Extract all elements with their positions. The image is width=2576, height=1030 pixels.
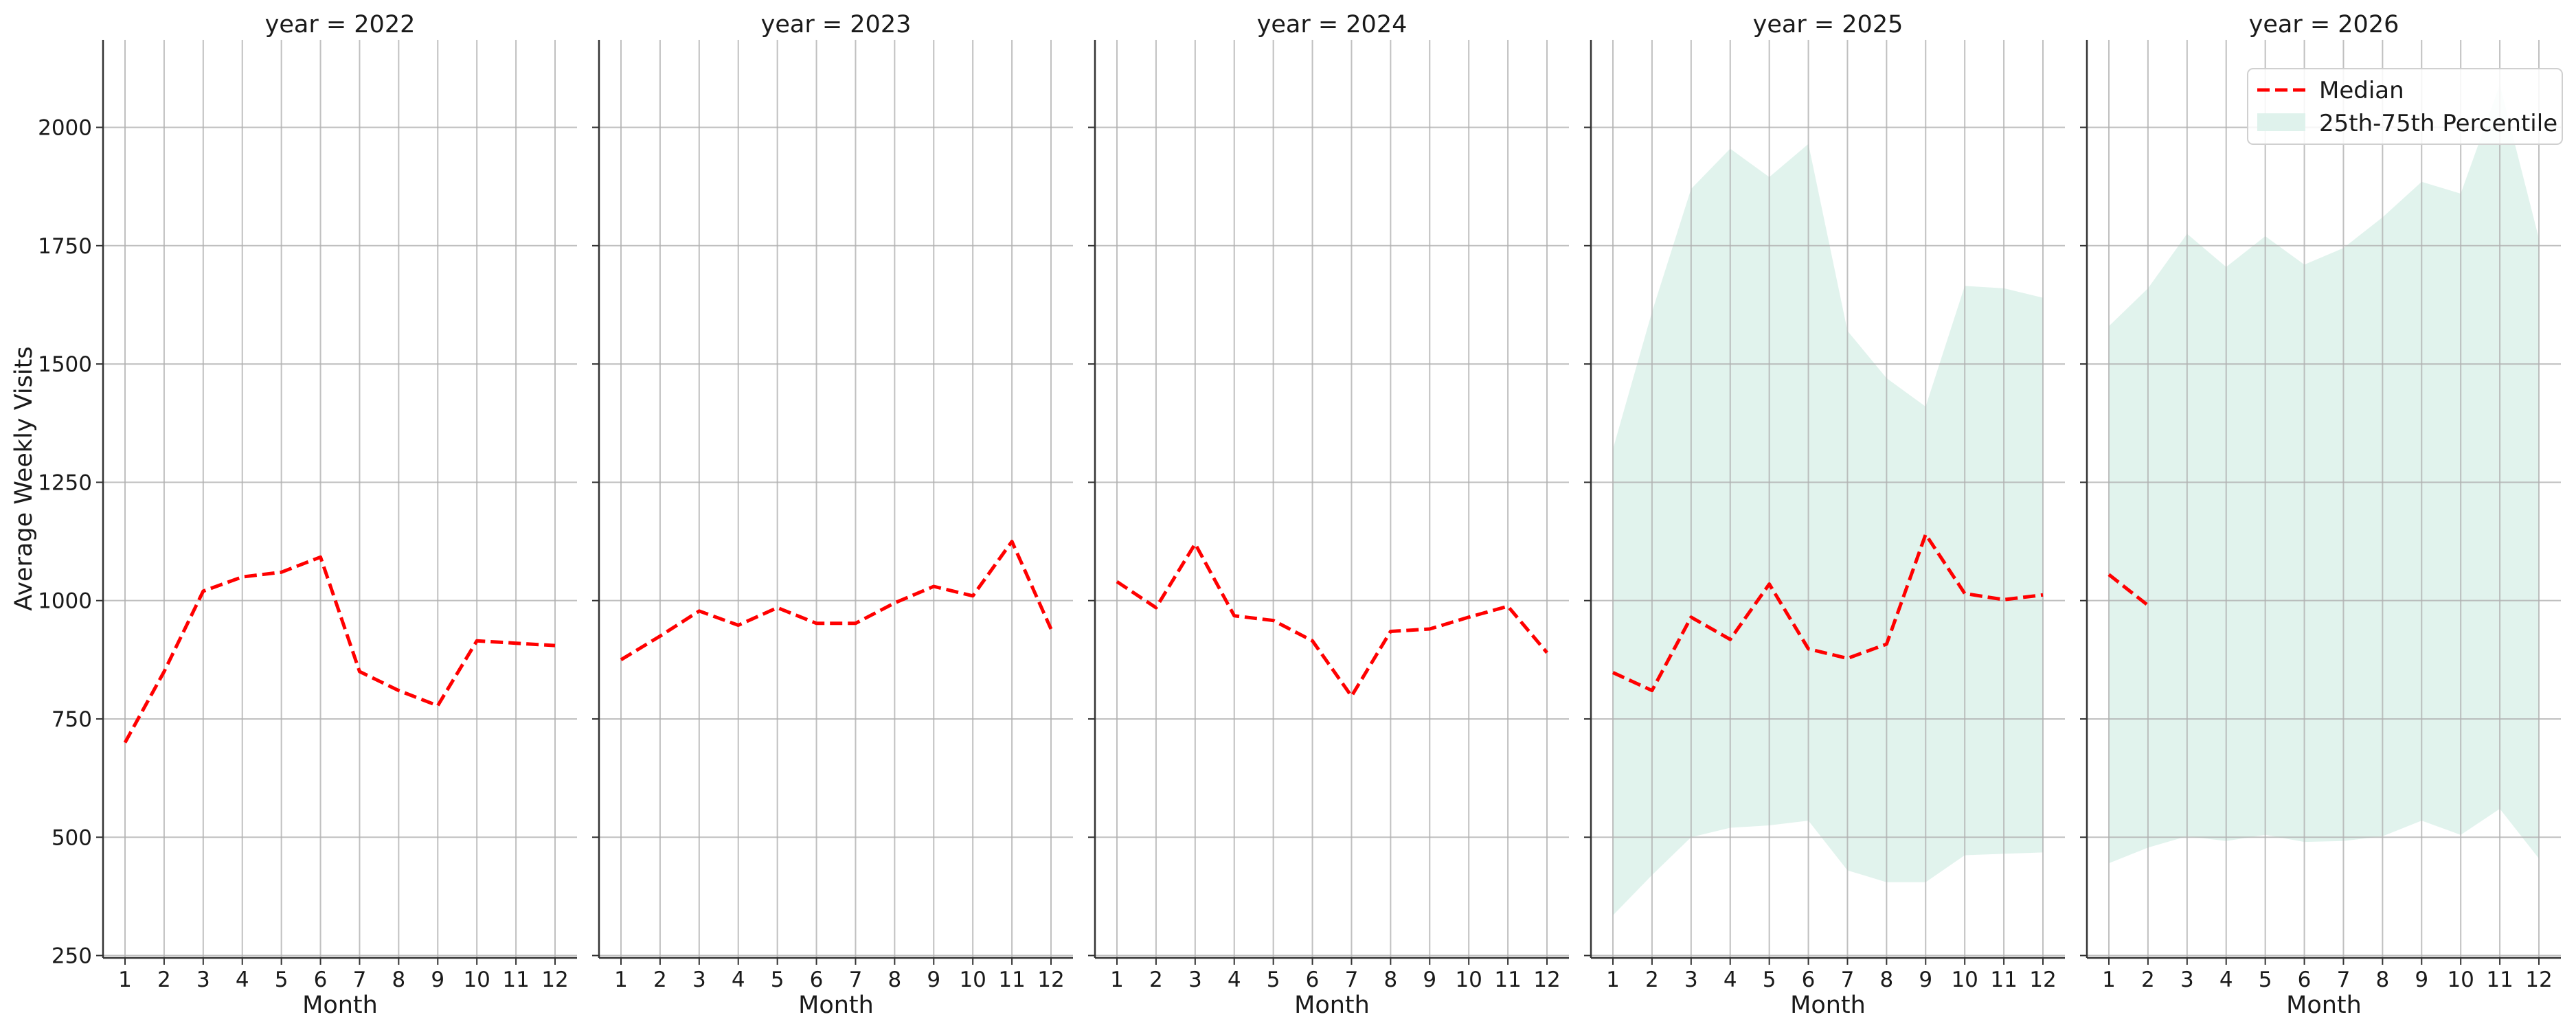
- x-tick-label: 5: [275, 968, 289, 992]
- x-tick-label: 8: [2375, 968, 2389, 992]
- y-tick-label: 1000: [38, 589, 92, 614]
- x-tick-label: 8: [1879, 968, 1893, 992]
- x-tick-label: 12: [1533, 968, 1560, 992]
- x-tick-label: 8: [1383, 968, 1397, 992]
- panel-title: year = 2026: [2249, 11, 2399, 38]
- x-tick-label: 7: [353, 968, 367, 992]
- legend-band-label: 25th-75th Percentile: [2319, 110, 2557, 137]
- x-axis-title: Month: [1294, 992, 1370, 1019]
- median-line: [1116, 542, 1548, 698]
- x-tick-label: 7: [2337, 968, 2351, 992]
- legend-band-swatch: [2257, 113, 2305, 131]
- percentile-band: [2109, 84, 2539, 864]
- x-tick-label: 4: [2219, 968, 2233, 992]
- x-tick-label: 4: [1228, 968, 1241, 992]
- x-tick-label: 12: [2525, 968, 2552, 992]
- x-tick-label: 6: [2298, 968, 2312, 992]
- y-axis-title: Average Weekly Visits: [10, 346, 38, 610]
- percentile-band: [1613, 144, 2043, 915]
- x-tick-label: 1: [1606, 968, 1620, 992]
- x-tick-label: 4: [732, 968, 745, 992]
- y-tick-label: 2000: [38, 115, 92, 140]
- y-tick-label: 1500: [38, 352, 92, 377]
- x-axis-title: Month: [798, 992, 874, 1019]
- panel-title: year = 2023: [761, 11, 912, 38]
- x-tick-label: 6: [1306, 968, 1320, 992]
- x-tick-label: 5: [2259, 968, 2272, 992]
- x-tick-label: 12: [541, 968, 568, 992]
- x-tick-label: 12: [2029, 968, 2056, 992]
- median-line: [123, 555, 556, 744]
- y-tick-label: 500: [52, 825, 92, 850]
- median-line: [2108, 573, 2149, 607]
- x-tick-label: 4: [236, 968, 249, 992]
- panel-title: year = 2024: [1257, 11, 1408, 38]
- x-tick-label: 2: [1149, 968, 1163, 992]
- chart-panels: 1 2 3 4 5 6 7 8 9 10 11 122505007501000125015001750…: [38, 11, 2561, 1019]
- x-tick-label: 10: [463, 968, 490, 992]
- x-tick-label: 6: [314, 968, 328, 992]
- x-tick-label: 9: [1919, 968, 1932, 992]
- x-tick-label: 8: [392, 968, 405, 992]
- x-tick-label: 10: [1951, 968, 1978, 992]
- x-tick-label: 10: [2447, 968, 2474, 992]
- x-tick-label: 10: [1455, 968, 1482, 992]
- x-axis-title: Month: [1790, 992, 1866, 1019]
- panel-title: year = 2025: [1753, 11, 1903, 38]
- x-tick-label: 11: [2486, 968, 2513, 992]
- x-tick-label: 6: [810, 968, 824, 992]
- x-tick-label: 3: [1684, 968, 1698, 992]
- x-tick-label: 2: [2141, 968, 2155, 992]
- x-tick-label: 12: [1037, 968, 1064, 992]
- x-tick-label: 11: [998, 968, 1025, 992]
- x-tick-label: 1: [1110, 968, 1124, 992]
- panel-title: year = 2022: [265, 11, 416, 38]
- x-tick-label: 8: [888, 968, 901, 992]
- y-tick-label: 1250: [38, 470, 92, 495]
- x-tick-label: 4: [1724, 968, 1737, 992]
- x-tick-label: 9: [1423, 968, 1436, 992]
- median-line: [1612, 532, 2044, 693]
- x-axis-title: Month: [2286, 992, 2362, 1019]
- x-tick-label: 2: [653, 968, 667, 992]
- x-tick-label: 3: [196, 968, 210, 992]
- x-tick-label: 5: [771, 968, 784, 992]
- x-tick-label: 3: [1188, 968, 1202, 992]
- x-tick-label: 9: [431, 968, 444, 992]
- x-tick-label: 2: [157, 968, 171, 992]
- panel-1: 1 2 3 4 5 6 7 8 9 10 11 122505007501000125015001750…: [38, 11, 577, 1019]
- x-tick-label: 1: [118, 968, 132, 992]
- x-tick-label: 7: [849, 968, 863, 992]
- x-tick-label: 11: [1990, 968, 2017, 992]
- y-tick-label: 1750: [38, 234, 92, 259]
- x-tick-label: 5: [1763, 968, 1776, 992]
- x-axis-title: Month: [302, 992, 378, 1019]
- y-tick-label: 750: [52, 707, 92, 732]
- x-tick-label: 3: [2180, 968, 2194, 992]
- x-tick-label: 5: [1267, 968, 1280, 992]
- x-tick-label: 9: [927, 968, 940, 992]
- legend-box: [2247, 68, 2563, 145]
- x-tick-label: 11: [502, 968, 529, 992]
- x-tick-label: 11: [1494, 968, 1521, 992]
- x-tick-label: 2: [1645, 968, 1659, 992]
- y-tick-label: 250: [52, 944, 92, 969]
- x-tick-label: 3: [692, 968, 706, 992]
- median-line: [620, 540, 1053, 661]
- x-tick-label: 9: [2415, 968, 2428, 992]
- x-tick-label: 1: [614, 968, 628, 992]
- x-tick-label: 7: [1841, 968, 1855, 992]
- legend: Median 25th-75th Percentile: [2247, 68, 2563, 145]
- x-tick-label: 10: [959, 968, 986, 992]
- x-tick-label: 1: [2102, 968, 2116, 992]
- x-tick-label: 7: [1345, 968, 1359, 992]
- legend-median-label: Median: [2319, 77, 2404, 104]
- x-tick-label: 6: [1802, 968, 1816, 992]
